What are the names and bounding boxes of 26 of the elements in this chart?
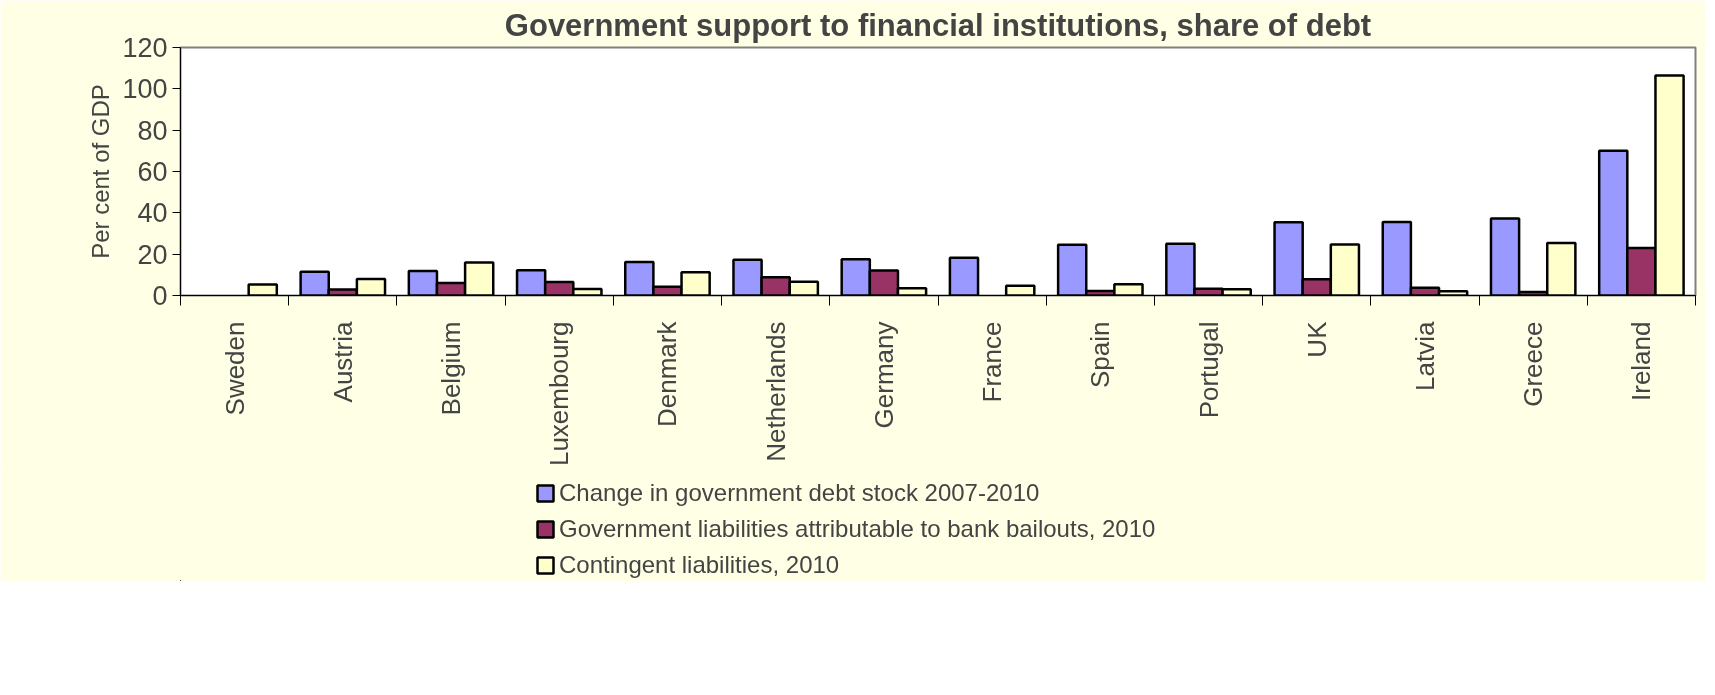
y-tick-label: 80	[137, 115, 168, 146]
y-tick-label: 20	[137, 239, 168, 270]
y-tick-label: 0	[152, 281, 168, 311]
y-tick-label: 100	[122, 74, 168, 105]
y-tick-label: 120	[122, 33, 168, 63]
legend-label: Change in government debt stock 2007-2010	[559, 479, 1040, 507]
chart-title: Government support to financial institutions, share of debt	[504, 7, 1372, 43]
x-tick-label: Luxembourg	[544, 321, 575, 467]
x-tick-label: Germany	[868, 321, 899, 429]
x-tick-label: Sweden	[219, 321, 250, 416]
x-tick-label: Latvia	[1409, 320, 1440, 391]
x-tick-label: Ireland	[1626, 321, 1657, 401]
legend-label: Government liabilities attributable to bank bailouts, 2010	[559, 515, 1156, 543]
x-tick-label: Belgium	[436, 321, 467, 416]
x-tick-label: Netherlands	[760, 321, 791, 462]
y-tick-label: 40	[137, 198, 168, 229]
x-tick-label: Austria	[327, 320, 358, 403]
x-tick-label: Portugal	[1193, 321, 1224, 419]
x-tick-label: Denmark	[652, 320, 683, 427]
x-tick-label: UK	[1301, 320, 1332, 358]
x-tick-label: France	[977, 321, 1008, 403]
y-tick-label: 60	[137, 157, 168, 187]
x-tick-label: Greece	[1518, 321, 1549, 407]
x-tick-label: Spain	[1085, 321, 1116, 388]
y-axis-title: Per cent of GDP	[87, 84, 115, 259]
legend-label: Contingent liabilities, 2010	[559, 551, 840, 579]
